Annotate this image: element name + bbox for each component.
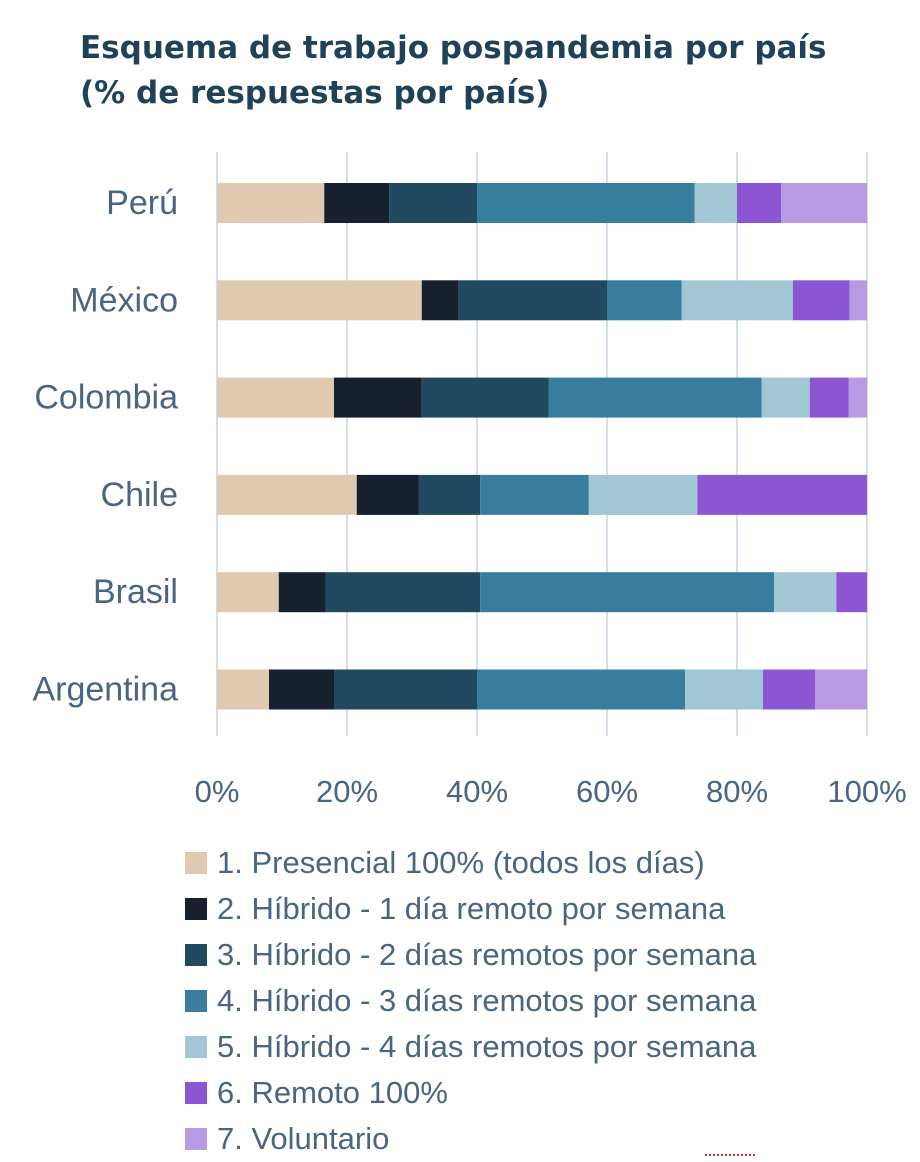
stacked-bar-chart: 0% 20% 40% 60% 80% 100% Perú México Colombia Chil… xyxy=(32,152,907,809)
bar-segment xyxy=(849,280,867,321)
bar-segment xyxy=(389,183,477,223)
legend-item: 6. Remoto 100% xyxy=(185,1070,756,1116)
legend-label: 5. Híbrido - 4 días remotos por semana xyxy=(217,1029,757,1064)
legend-item: 7. Voluntario xyxy=(185,1116,756,1162)
bar-segment xyxy=(480,474,589,515)
bar-segment xyxy=(356,474,419,515)
legend-swatch xyxy=(185,990,207,1012)
legend-swatch xyxy=(185,1128,207,1150)
bar-segment xyxy=(477,669,685,710)
bar-segment xyxy=(334,377,422,418)
legend-label: 3. Híbrido - 2 días remotos por semana xyxy=(217,937,757,972)
chart-legend: 1. Presencial 100% (todos los días) 2. Hí… xyxy=(185,840,756,1162)
x-tick-label: 80% xyxy=(706,774,768,809)
x-tick-label: 40% xyxy=(446,774,508,809)
bar-segment xyxy=(792,280,850,321)
bar-segment xyxy=(737,183,782,223)
legend-item: 4. Híbrido - 3 días remotos por semana xyxy=(185,978,756,1024)
bar-segment xyxy=(694,183,737,223)
bar-segment xyxy=(421,280,459,321)
bar-segment xyxy=(836,572,867,613)
legend-item: 3. Híbrido - 2 días remotos por semana xyxy=(185,932,756,978)
bar-segment xyxy=(217,572,279,613)
legend-label: 4. Híbrido - 3 días remotos por semana xyxy=(217,983,757,1018)
bar-segment xyxy=(685,669,763,710)
bar-segment xyxy=(217,280,422,321)
bar-segment xyxy=(325,572,481,613)
legend-label: 6. Remoto 100% xyxy=(217,1075,448,1110)
chart-title-line-2: (% de respuestas por país) xyxy=(80,75,550,111)
x-tick-label: 20% xyxy=(316,774,378,809)
bar-segment xyxy=(815,669,867,710)
bar-segment xyxy=(774,572,837,613)
legend-swatch xyxy=(185,852,207,874)
legend-label: 2. Híbrido - 1 día remoto por semana xyxy=(217,891,726,926)
bar-segment xyxy=(477,183,695,223)
bar-segment xyxy=(421,377,549,418)
legend-item: 2. Híbrido - 1 día remoto por semana xyxy=(185,886,756,932)
legend-swatch xyxy=(185,898,207,920)
bar-segment xyxy=(217,377,334,418)
category-label: Colombia xyxy=(34,379,178,417)
category-label: Chile xyxy=(101,476,178,514)
chart-title: Esquema de trabajo pospandemia por país … xyxy=(80,26,900,116)
bar-segment xyxy=(334,669,477,710)
legend-swatch xyxy=(185,1082,207,1104)
bar-segment xyxy=(763,669,815,710)
legend-item: 5. Híbrido - 4 días remotos por semana xyxy=(185,1024,756,1070)
bar-segment xyxy=(324,183,390,223)
category-label: Argentina xyxy=(32,671,178,709)
chart-title-line-1: Esquema de trabajo pospandemia por país xyxy=(80,30,827,66)
bar-segment xyxy=(548,377,762,418)
bar-segment xyxy=(269,669,334,710)
bar-segment xyxy=(681,280,793,321)
legend-label: 7. Voluntario xyxy=(217,1121,390,1156)
legend-item: 1. Presencial 100% (todos los días) xyxy=(185,840,756,886)
bar-segment xyxy=(418,474,481,515)
bar-segment xyxy=(848,377,867,418)
bar-segment xyxy=(217,669,269,710)
bar-segment xyxy=(607,280,682,321)
x-tick-label: 60% xyxy=(576,774,638,809)
category-label: Perú xyxy=(106,184,178,222)
bar-segment xyxy=(278,572,326,613)
bar-segment xyxy=(217,183,325,223)
legend-swatch xyxy=(185,1036,207,1058)
bar-segment xyxy=(588,474,698,515)
x-tick-label: 0% xyxy=(195,774,240,809)
bar-segment xyxy=(480,572,775,613)
bar-segment xyxy=(809,377,849,418)
bar-segment xyxy=(761,377,810,418)
bar-segment xyxy=(458,280,607,321)
bar-segment xyxy=(697,474,867,515)
bar-segment xyxy=(781,183,867,223)
bar-segment xyxy=(217,474,357,515)
category-label: México xyxy=(70,281,178,319)
decorative-mark xyxy=(705,1150,755,1158)
x-tick-label: 100% xyxy=(827,774,906,809)
legend-label: 1. Presencial 100% (todos los días) xyxy=(217,845,705,880)
legend-swatch xyxy=(185,944,207,966)
category-label: Brasil xyxy=(93,573,178,611)
